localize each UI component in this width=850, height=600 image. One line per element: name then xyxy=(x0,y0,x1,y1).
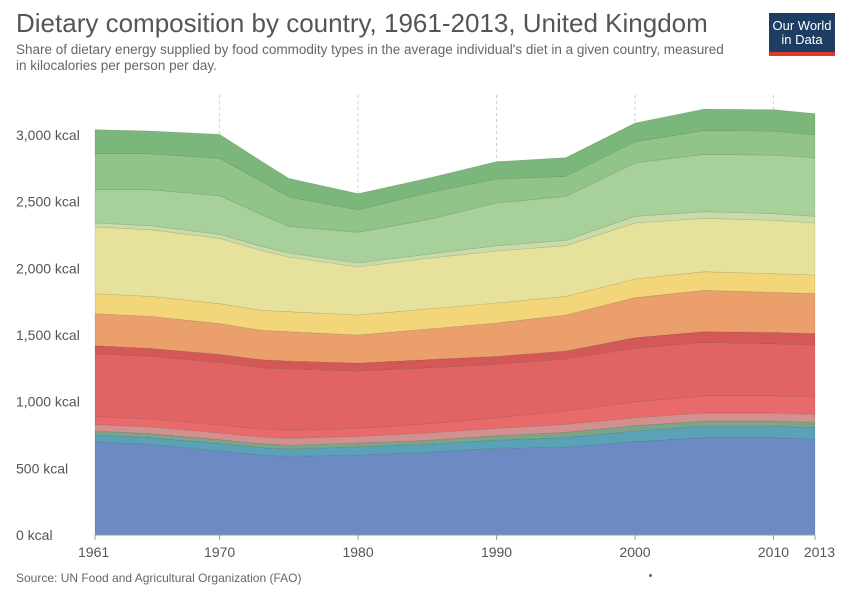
logo-line-2: in Data xyxy=(781,32,823,47)
area-series-9[interactable] xyxy=(94,271,816,336)
area-series-14[interactable] xyxy=(94,108,816,210)
area-series-11[interactable] xyxy=(94,211,816,268)
chart-title: Dietary composition by country, 1961-201… xyxy=(16,8,708,38)
x-tick-label: 1970 xyxy=(204,544,235,560)
x-tick-label: 1990 xyxy=(481,544,512,560)
axis-layer: 0 kcal 500 kcal 1,000 kcal 1,500 kcal 2,000 … xyxy=(16,127,835,560)
logo-accent-bar xyxy=(769,52,835,56)
decorative-dot xyxy=(649,574,652,577)
x-tick-label: 2013 xyxy=(804,544,835,560)
area-series-3[interactable] xyxy=(94,420,816,450)
y-tick-label: 2,500 kcal xyxy=(16,194,80,210)
y-tick-label: 3,000 kcal xyxy=(16,127,80,143)
area-series-13[interactable] xyxy=(94,130,816,233)
area-series-1[interactable] xyxy=(94,437,816,536)
area-series-10[interactable] xyxy=(94,218,816,316)
x-tick-label: 2010 xyxy=(758,544,789,560)
x-tick-label: 1961 xyxy=(78,544,109,560)
x-tick-label: 2000 xyxy=(619,544,650,560)
x-tick-label: 1980 xyxy=(342,544,373,560)
y-tick-label: 1,500 kcal xyxy=(16,327,80,343)
owid-logo[interactable]: Our World in Data xyxy=(769,13,835,56)
area-series-8[interactable] xyxy=(94,290,816,364)
y-tick-label: 1,000 kcal xyxy=(16,394,80,410)
area-series-2[interactable] xyxy=(94,426,816,457)
y-tick-label: 0 kcal xyxy=(16,527,53,543)
y-tick-label: 500 kcal xyxy=(16,460,68,476)
chart-subtitle: Share of dietary energy supplied by food… xyxy=(16,42,724,73)
source-note: Source: UN Food and Agricultural Organiz… xyxy=(16,571,302,585)
y-tick-label: 2,000 kcal xyxy=(16,260,80,276)
area-layer xyxy=(94,108,816,536)
logo-line-1: Our World xyxy=(772,18,832,33)
